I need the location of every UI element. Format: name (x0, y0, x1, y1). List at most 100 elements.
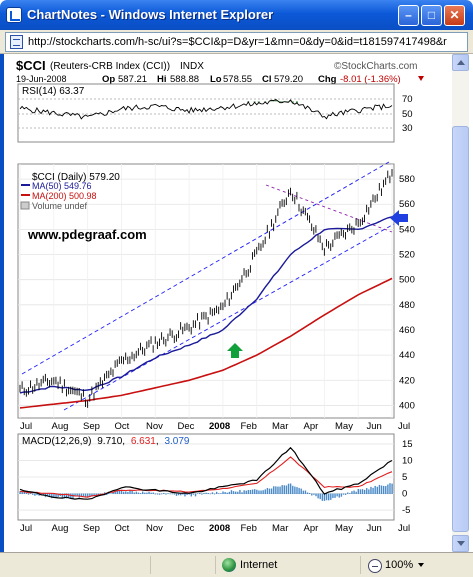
macd-hist-bar (139, 493, 142, 495)
macd-hist-bar (158, 493, 161, 495)
close-button[interactable]: ✕ (444, 5, 465, 26)
macd-hist-bar (122, 491, 125, 495)
internet-zone-globe-icon (222, 558, 236, 572)
scroll-up-button[interactable] (452, 54, 469, 71)
lo-label: Lo (210, 74, 222, 85)
month-label: Dec (178, 421, 195, 432)
price-axis-label: 400 (399, 400, 415, 411)
macd-hist-bar (38, 493, 40, 496)
macd-hist-bar (199, 492, 201, 495)
macd-hist-bar (294, 486, 296, 495)
macd-hist-bar (330, 493, 332, 500)
macd-hist-bar (118, 490, 121, 495)
macd-hist-bar (266, 488, 269, 495)
macd-axis-label: 5 (402, 472, 407, 483)
macd-hist-bar (61, 493, 64, 499)
hi-value: 588.88 (170, 74, 199, 85)
macd-hist-bar (192, 493, 195, 495)
legend-ma200: MA(200) 500.98 (32, 191, 97, 201)
macd-label: MACD(12,26,9) (22, 436, 91, 447)
macd-hist-bar (36, 493, 38, 496)
chart-symbol: $CCI (16, 58, 46, 73)
macd-hist-bar (218, 493, 220, 495)
page-icon (10, 35, 23, 49)
macd-hist-bar (239, 489, 241, 495)
macd-hist-bar (82, 493, 85, 497)
macd-line (19, 446, 393, 500)
chg-value: -8.01 (-1.36%) (340, 74, 401, 85)
vertical-scrollbar[interactable] (452, 54, 469, 552)
macd-hist-bar (55, 493, 57, 498)
macd-hist-bar (186, 493, 188, 496)
zoom-icon[interactable] (368, 559, 382, 573)
macd-hist-bar (247, 490, 250, 495)
macd-hist-bar (323, 493, 326, 501)
macd-value-3: 3.079 (164, 436, 189, 447)
minimize-button[interactable]: – (398, 5, 419, 26)
macd-hist-bar (207, 492, 209, 495)
macd-hist-bar (258, 490, 260, 495)
macd-hist-bar (368, 489, 370, 495)
macd-hist-bar (152, 492, 154, 495)
month-label: Feb (241, 523, 257, 534)
chart-exchange: INDX (180, 61, 204, 72)
macd-hist-bar (319, 493, 321, 500)
chg-down-icon (418, 76, 424, 81)
scroll-thumb[interactable] (452, 126, 469, 532)
zoom-level[interactable]: 100% (385, 559, 414, 571)
macd-hist-bar (84, 493, 87, 498)
macd-hist-bar (224, 492, 226, 495)
macd-hist-bar (135, 491, 138, 495)
macd-hist-bar (313, 493, 315, 495)
macd-hist-bar (116, 489, 119, 495)
macd-hist-bar (338, 493, 340, 498)
month-label: Jul (20, 523, 32, 534)
macd-hist-bar (277, 486, 279, 495)
macd-hist-bar (46, 493, 49, 496)
macd-hist-bar (332, 493, 334, 499)
macd-hist-bar (292, 485, 294, 495)
macd-hist-bar (349, 493, 351, 495)
macd-hist-bar (382, 485, 385, 495)
macd-hist-bar (215, 491, 218, 495)
month-label: Aug (52, 523, 69, 534)
macd-hist-bar (188, 493, 190, 495)
macd-hist-bar (127, 491, 129, 495)
macd-hist-bar (106, 493, 108, 495)
macd-hist-bar (283, 485, 286, 495)
macd-hist-bar (120, 489, 123, 495)
macd-hist-bar (251, 489, 254, 495)
macd-hist-bar (53, 493, 55, 498)
macd-axis-label: -5 (402, 505, 410, 516)
stock-chart: $CCI (Reuters-CRB Index (CCI)) INDX ©Sto… (16, 58, 424, 534)
macd-hist-bar (112, 492, 114, 495)
macd-hist-bar (281, 485, 283, 495)
status-bar: Internet 100% (0, 552, 473, 577)
macd-hist-bar (91, 493, 93, 497)
macd-hist-bar (74, 493, 76, 497)
macd-hist-bar (129, 490, 131, 495)
zoom-dropdown-icon[interactable] (418, 563, 424, 567)
macd-hist-bar (245, 490, 247, 495)
macd-hist-bar (359, 489, 362, 495)
cl-label: Cl (262, 74, 272, 85)
green-up-arrow-icon (227, 343, 243, 358)
macd-hist-bar (25, 492, 28, 495)
macd-hist-bar (148, 491, 150, 495)
macd-hist-bar (133, 492, 135, 495)
macd-hist-bar (302, 490, 305, 495)
maximize-button[interactable]: □ (421, 5, 442, 26)
macd-hist-bar (27, 493, 30, 495)
macd-hist-bar (300, 488, 302, 495)
month-label: May (335, 523, 353, 534)
macd-hist-bar (380, 485, 383, 495)
macd-hist-bar (137, 492, 140, 495)
macd-hist-bar (234, 491, 237, 495)
price-axis-label: 560 (399, 199, 415, 210)
macd-value-2: 6.631 (131, 436, 156, 447)
macd-hist-bar (167, 493, 169, 495)
address-input[interactable]: http://stockcharts.com/h-sc/ui?s=$CCI&p=… (5, 32, 468, 52)
macd-hist-bar (190, 493, 193, 497)
legend-ma50: MA(50) 549.76 (32, 181, 92, 191)
scroll-down-button[interactable] (452, 535, 469, 552)
